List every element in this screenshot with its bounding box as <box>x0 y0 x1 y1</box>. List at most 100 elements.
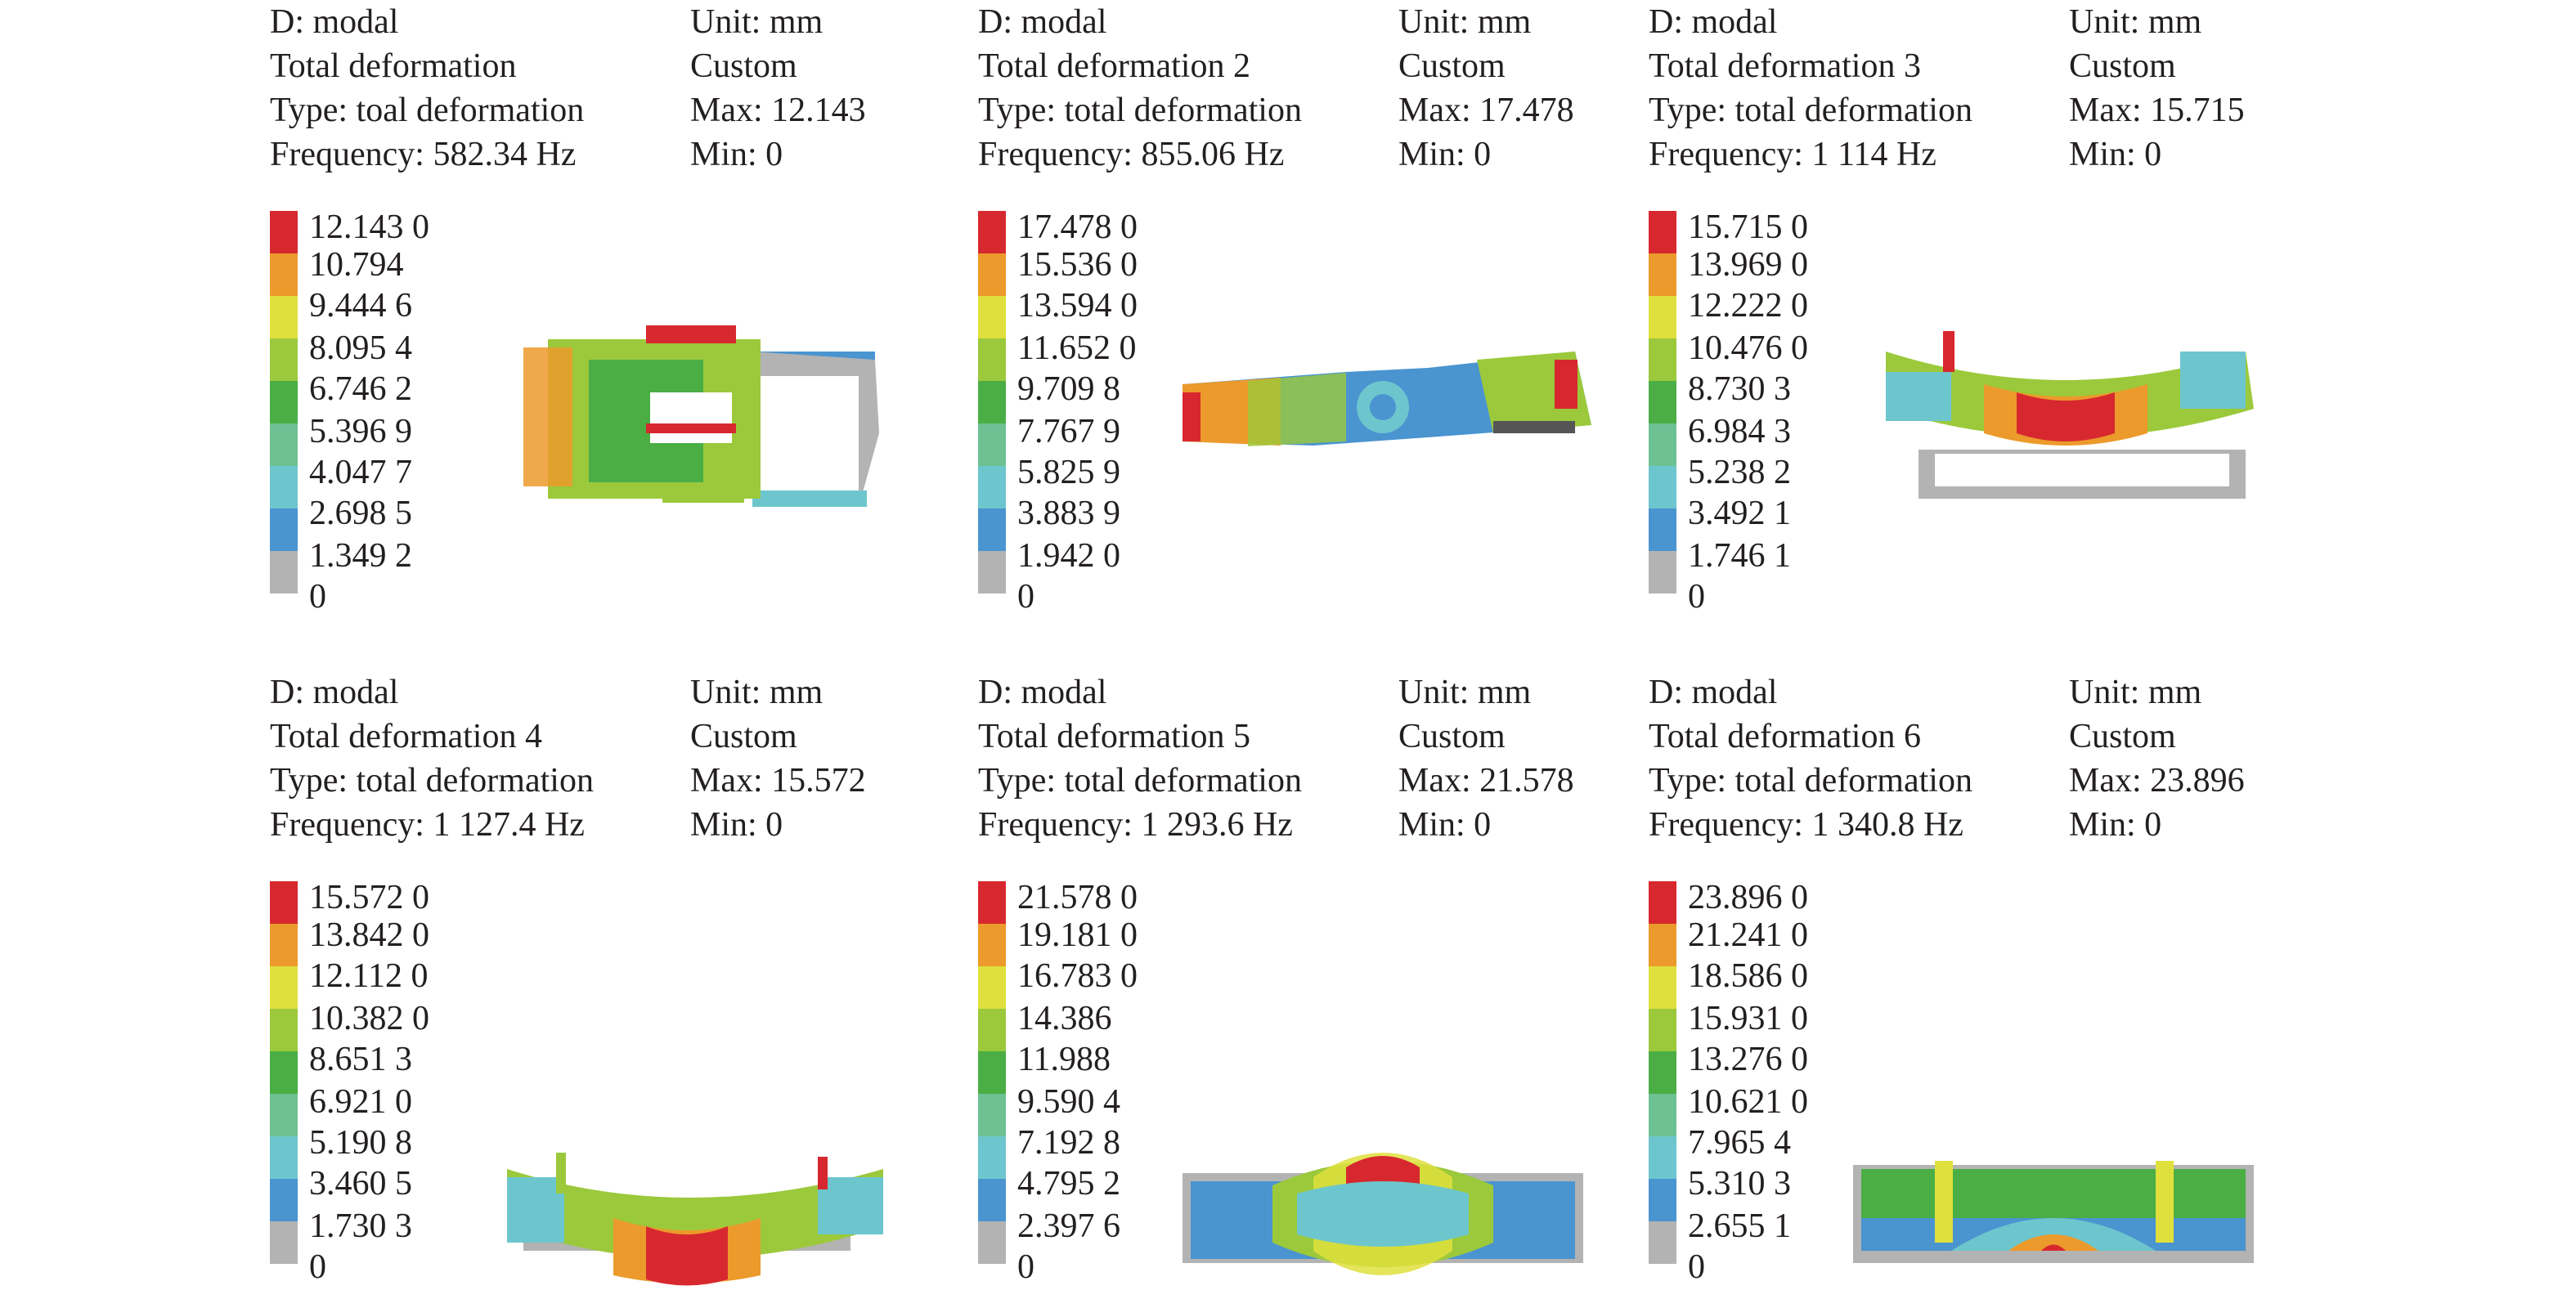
legend-value: 8.095 4 <box>309 329 412 367</box>
legend-value: 2.655 1 <box>1688 1207 1791 1245</box>
legend-swatch <box>978 1094 1006 1136</box>
legend-swatch <box>270 1051 298 1094</box>
header-min: Min: 0 <box>2069 806 2162 844</box>
header-type: Type: total deformation <box>1649 762 1972 800</box>
legend-swatch <box>1649 338 1676 381</box>
legend-swatch <box>1649 1179 1676 1221</box>
legend-value: 10.382 0 <box>309 1000 429 1037</box>
legend-swatch <box>1649 381 1676 423</box>
deformation-contour-plot <box>523 325 879 507</box>
header-system: D: modal <box>1649 674 1778 711</box>
panel-mode-6: D: modal Unit: mm Total deformation 6 Custo… <box>1649 670 2319 1308</box>
header-title: Total deformation 6 <box>1649 718 1921 755</box>
legend-value: 0 <box>1688 578 1705 616</box>
legend-swatch <box>978 508 1006 551</box>
legend-value: 0 <box>1017 578 1034 616</box>
header-frequency: Frequency: 1 114 Hz <box>1649 136 1936 173</box>
legend-swatch <box>1649 551 1676 594</box>
header-frequency: Frequency: 1 340.8 Hz <box>1649 806 1963 844</box>
header-system: D: modal <box>978 3 1107 41</box>
legend-swatch <box>270 1009 298 1051</box>
header-custom: Custom <box>1398 47 1506 85</box>
legend-value: 21.241 0 <box>1688 916 1808 954</box>
legend-value: 2.698 5 <box>309 495 412 532</box>
legend-swatch <box>978 1051 1006 1094</box>
deformation-contour-plot <box>1183 1153 1583 1275</box>
panel-mode-5: D: modal Unit: mm Total deformation 5 Custo… <box>978 670 1649 1308</box>
legend-swatch <box>978 1009 1006 1051</box>
color-legend: 12.143 0 10.794 9.444 6 8.095 4 6.746 2 5.396… <box>270 210 515 620</box>
legend-value: 7.767 9 <box>1017 413 1120 450</box>
legend-value: 5.396 9 <box>309 413 412 450</box>
legend-swatch <box>1649 966 1676 1009</box>
legend-swatch <box>1649 1136 1676 1179</box>
legend-swatch <box>978 253 1006 296</box>
header-max: Max: 21.578 <box>1398 762 1574 800</box>
header-unit: Unit: mm <box>1398 674 1532 711</box>
legend-swatch <box>270 211 298 253</box>
header-title: Total deformation 4 <box>270 718 542 755</box>
color-legend: 15.715 0 13.969 0 12.222 0 10.476 0 8.730 3 6… <box>1649 208 1894 620</box>
legend-swatch <box>1649 253 1676 296</box>
header-frequency: Frequency: 582.34 Hz <box>270 136 577 173</box>
legend-swatch <box>270 924 298 966</box>
header-max: Max: 23.896 <box>2069 762 2245 800</box>
header-custom: Custom <box>690 718 797 755</box>
legend-value: 15.536 0 <box>1017 246 1138 284</box>
legend-swatch <box>1649 1221 1676 1264</box>
legend-swatch <box>1649 296 1676 338</box>
legend-value: 14.386 <box>1017 1000 1112 1037</box>
legend-value: 15.715 0 <box>1688 208 1808 246</box>
legend-value: 1.746 1 <box>1688 537 1791 575</box>
header-title: Total deformation 2 <box>978 47 1250 85</box>
header-frequency: Frequency: 855.06 Hz <box>978 136 1285 173</box>
legend-swatch <box>978 423 1006 466</box>
legend-swatch <box>978 1179 1006 1221</box>
legend-swatch <box>270 381 298 423</box>
legend-swatch <box>978 1221 1006 1264</box>
legend-value: 3.460 5 <box>309 1165 412 1203</box>
legend-swatch <box>1649 924 1676 966</box>
legend-value: 17.478 0 <box>1017 208 1138 246</box>
header-custom: Custom <box>1398 718 1506 755</box>
legend-value: 21.578 0 <box>1017 879 1138 916</box>
panel-mode-1: D: modal Unit: mm Total deformation Custom T… <box>270 0 940 638</box>
legend-value: 5.238 2 <box>1688 454 1791 491</box>
header-title: Total deformation 3 <box>1649 47 1921 85</box>
legend-value: 3.492 1 <box>1688 495 1791 532</box>
legend-value: 10.621 0 <box>1688 1083 1808 1121</box>
panel-mode-2: D: modal Unit: mm Total deformation 2 Custo… <box>978 0 1649 638</box>
legend-value: 23.896 0 <box>1688 879 1808 916</box>
legend-swatch <box>978 296 1006 338</box>
legend-value: 1.942 0 <box>1017 537 1120 575</box>
legend-value: 1.349 2 <box>309 537 412 575</box>
legend-swatch <box>270 1094 298 1136</box>
legend-value: 5.190 8 <box>309 1124 412 1162</box>
legend-swatch <box>978 924 1006 966</box>
header-min: Min: 0 <box>2069 136 2162 173</box>
header-max: Max: 15.572 <box>690 762 866 800</box>
header-min: Min: 0 <box>1398 136 1492 173</box>
panel-mode-3: D: modal Unit: mm Total deformation 3 Custo… <box>1649 0 2319 638</box>
header-system: D: modal <box>270 674 399 711</box>
legend-value: 7.192 8 <box>1017 1124 1120 1162</box>
legend-swatch <box>978 466 1006 508</box>
legend-value: 9.444 6 <box>309 287 412 325</box>
legend-swatch <box>270 296 298 338</box>
legend-swatch <box>270 423 298 466</box>
header-title: Total deformation <box>270 47 517 85</box>
legend-value: 6.746 2 <box>309 370 412 408</box>
legend-swatch <box>1649 423 1676 466</box>
header-max: Max: 17.478 <box>1398 92 1574 129</box>
legend-swatch <box>270 1221 298 1264</box>
header-custom: Custom <box>2069 718 2176 755</box>
legend-value: 3.883 9 <box>1017 495 1120 532</box>
legend-value: 4.047 7 <box>309 454 412 491</box>
legend-swatch <box>978 211 1006 253</box>
legend-swatch <box>1649 1051 1676 1094</box>
legend-value: 11.652 0 <box>1017 329 1137 367</box>
legend-value: 2.397 6 <box>1017 1207 1120 1245</box>
legend-swatch <box>270 881 298 924</box>
header-frequency: Frequency: 1 293.6 Hz <box>978 806 1293 844</box>
legend-value: 13.842 0 <box>309 916 429 954</box>
